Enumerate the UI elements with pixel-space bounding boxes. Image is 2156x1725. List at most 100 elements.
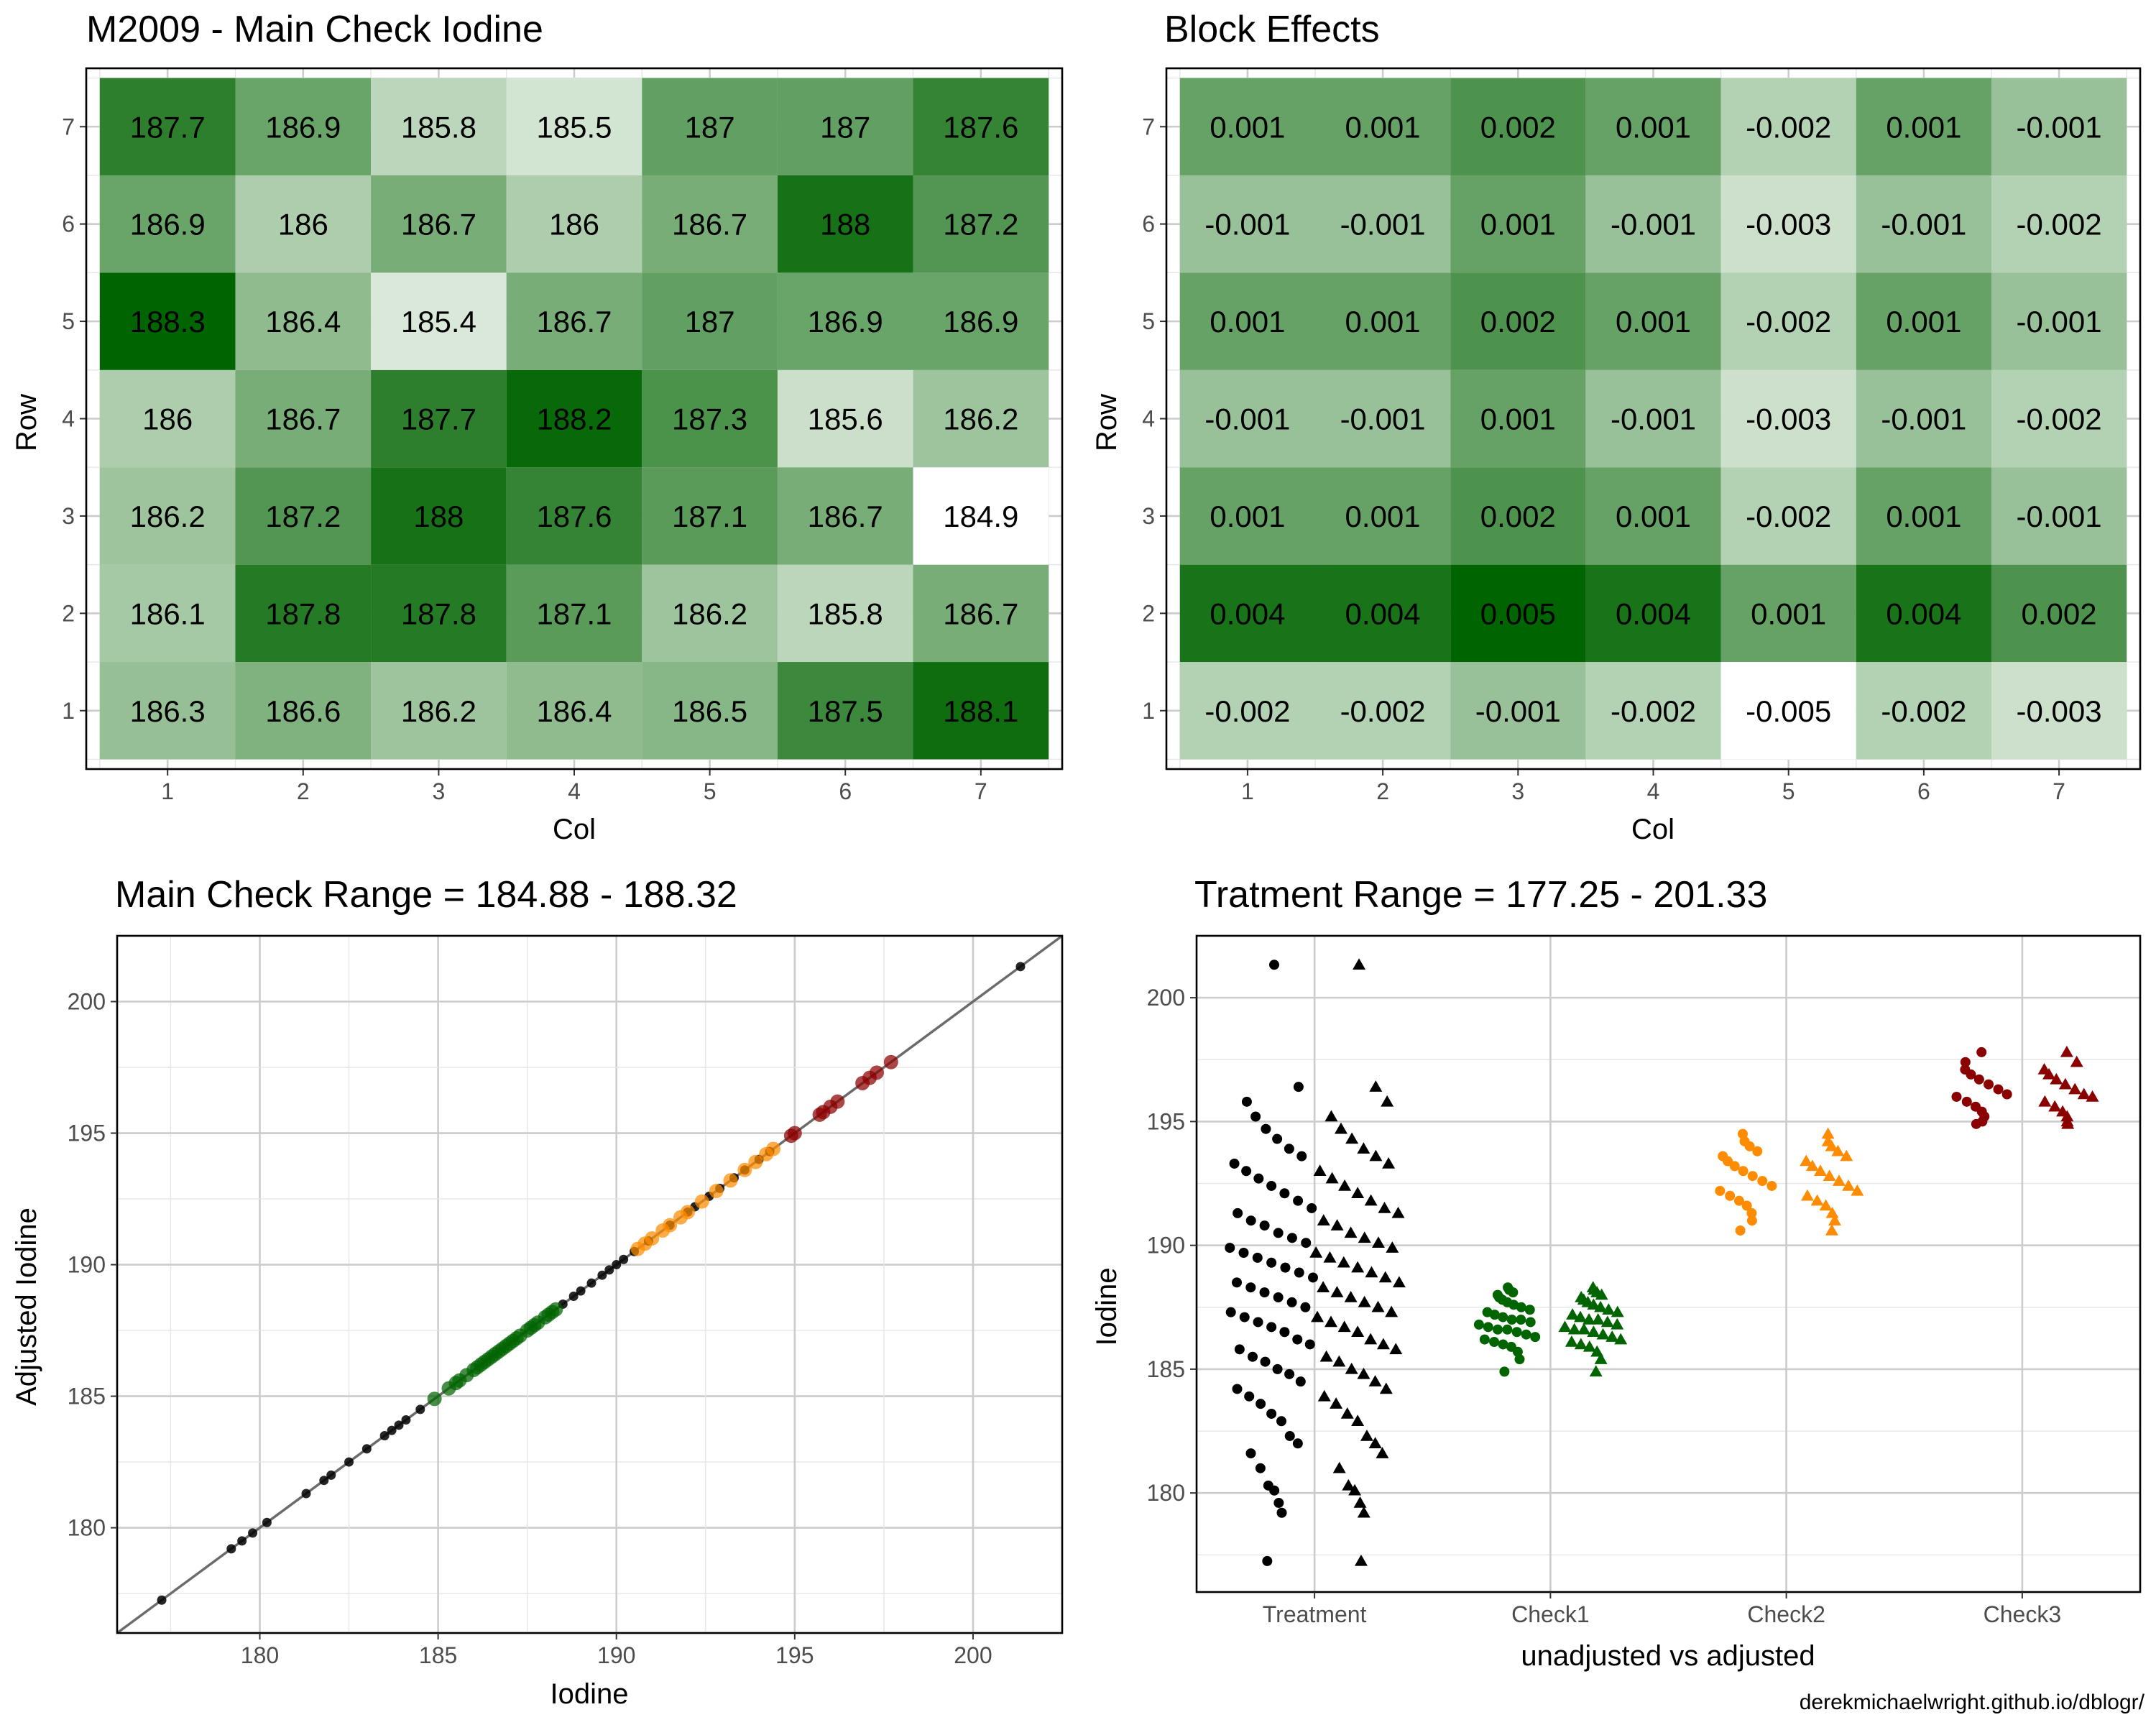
block-effects-tile-r7-c2 — [1315, 78, 1451, 175]
main-check-cell-label: 186.2 — [130, 500, 206, 533]
group-dots-point-adjusted — [1358, 1231, 1371, 1243]
main-check-cell-label: 186.1 — [130, 597, 206, 630]
group-dots-point-unadjusted — [1738, 1166, 1749, 1177]
heatmap-block-effects: -0.002 -0.002 -0.001 -0.002 -0.005 -0.002 -0.0… — [1142, 67, 2142, 804]
group-dots-point-adjusted — [1840, 1149, 1853, 1162]
group-dots-point-adjusted — [1344, 1291, 1358, 1302]
group-dots-point-adjusted — [1591, 1313, 1605, 1325]
group-dots-point-adjusted — [1600, 1315, 1614, 1328]
block-effects-tile-r3-c3 — [1450, 467, 1586, 565]
adjusted-scatter-point — [709, 1184, 724, 1199]
main-check-axis-ticks — [80, 126, 982, 776]
group-dots-point-unadjusted — [1293, 1195, 1304, 1206]
adjusted-scatter-point — [394, 1420, 404, 1430]
group-dots-point-adjusted — [1842, 1179, 1856, 1191]
adjusted-scatter-point — [401, 1415, 411, 1425]
group-dots-point-unadjusted — [1735, 1225, 1746, 1236]
block-effects-cell-label: 0.002 — [2022, 597, 2097, 630]
main-check-tile-r2-c7 — [913, 564, 1049, 663]
block-effects-tile-r2-c6 — [1856, 564, 1991, 663]
group-dots-point-unadjusted — [1247, 1351, 1258, 1362]
group-dots-point-adjusted — [1365, 1266, 1378, 1278]
block-effects-tile-r2-c7 — [1991, 564, 2127, 663]
group-dots-point-unadjusted — [1273, 1292, 1284, 1303]
main-check-cell-label: 186.9 — [130, 208, 206, 242]
main-check-cell-label: 187.6 — [943, 110, 1018, 144]
block-effects-tile-r7-c6 — [1856, 78, 1991, 175]
main-check-cell-label: 188 — [413, 500, 464, 533]
group-dots-point-unadjusted — [1245, 1282, 1256, 1293]
adjusted-scatter-point — [830, 1094, 845, 1109]
group-dots-point-unadjusted — [1286, 1233, 1297, 1243]
group-dots-point-adjusted — [1386, 1241, 1399, 1253]
block-effects-cell-label: -0.001 — [2017, 110, 2102, 144]
group-dots-point-adjusted — [1334, 1122, 1348, 1134]
adjusted-scatter-point — [237, 1536, 247, 1546]
block-effects-tile-r6-c2 — [1315, 175, 1451, 273]
main-check-y-tick-label: 1 — [62, 698, 75, 724]
main-check-x-tick-label: 6 — [839, 778, 852, 804]
group-dots-point-unadjusted — [1276, 1507, 1287, 1518]
group-dots-point-adjusted — [1800, 1189, 1814, 1201]
adjusted-scatter-axis-ticks — [111, 1000, 974, 1639]
block-effects-cell-label: -0.001 — [1340, 402, 1426, 436]
group-dots-point-adjusted — [1337, 1320, 1351, 1333]
block-effects-tile-r4-c2 — [1315, 369, 1451, 468]
group-dots-point-adjusted — [1565, 1335, 1578, 1347]
panel3-title: Main Check Range = 184.88 - 188.32 — [115, 874, 737, 916]
group-dots-point-unadjusted — [1492, 1289, 1503, 1300]
group-dots-point-adjusted — [1814, 1164, 1828, 1177]
main-check-tile-r1-c3 — [371, 662, 507, 760]
group-dots-point-unadjusted — [1300, 1302, 1311, 1312]
main-check-tile-r4-c5 — [642, 369, 778, 468]
heatmap-main-check: 186.3 186.6 186.2 186.4 186.5 187.5 188.1 186.1… — [62, 67, 1064, 804]
main-check-cell-label: 186.7 — [401, 208, 476, 242]
group-dots-point-adjusted — [1368, 1437, 1382, 1449]
group-dots-point-adjusted — [1369, 1149, 1383, 1162]
group-dots-point-adjusted — [1344, 1226, 1358, 1238]
main-check-cell-label: 187.7 — [130, 110, 206, 144]
main-check-cell-label: 186.2 — [401, 694, 476, 728]
group-dots-point-unadjusted — [1231, 1277, 1242, 1288]
main-check-tile-r3-c4 — [506, 467, 642, 565]
adjusted-scatter-y-tick-label: 180 — [68, 1515, 106, 1541]
group-dots-point-adjusted — [1392, 1276, 1406, 1288]
group-dots-point-unadjusted — [1280, 1262, 1291, 1273]
group-dots-point-unadjusted — [1503, 1282, 1514, 1293]
main-check-cell-label: 185.6 — [808, 402, 883, 436]
group-dots-point-adjusted — [1330, 1219, 1344, 1230]
adjusted-scatter-point — [597, 1270, 607, 1280]
block-effects-tile-r5-c4 — [1585, 272, 1721, 370]
block-effects-tile-r2-c1 — [1179, 564, 1316, 663]
group-dots-point-unadjusted — [1746, 1208, 1757, 1218]
main-check-cell-label: 187.1 — [672, 500, 747, 533]
group-dots-point-unadjusted — [1266, 1257, 1277, 1268]
group-dots-point-unadjusted — [1304, 1339, 1315, 1350]
main-check-cell-label: 187 — [685, 110, 735, 144]
group-dots-point-adjusted — [2038, 1095, 2052, 1107]
main-check-cell-label: 186.2 — [943, 402, 1018, 436]
group-dots-point-adjusted — [1319, 1350, 1333, 1362]
main-check-y-tick-label: 7 — [62, 114, 75, 139]
block-effects-x-tick-label: 3 — [1511, 778, 1524, 804]
main-check-tile-r7-c4 — [506, 78, 642, 175]
main-check-cell-label: 187.3 — [672, 402, 747, 436]
group-dots-point-adjusted — [1558, 1320, 1572, 1333]
block-effects-tile-r2-c2 — [1315, 564, 1451, 663]
block-effects-cell-label: -0.001 — [1204, 402, 1290, 436]
adjusted-scatter-point — [427, 1392, 442, 1407]
block-effects-tile-r6-c3 — [1450, 175, 1586, 273]
main-check-tile-r1-c5 — [642, 662, 778, 760]
block-effects-cell-label: -0.001 — [1204, 208, 1290, 242]
group-dots-point-unadjusted — [1225, 1243, 1235, 1254]
group-dots-axis-ticks — [1190, 997, 2023, 1598]
main-check-cell-label: 186.2 — [672, 597, 747, 630]
main-check-cell-label: 186.9 — [943, 305, 1018, 339]
block-effects-cell-label: 0.001 — [1210, 110, 1285, 144]
group-dots-point-unadjusted — [1253, 1317, 1263, 1328]
adjusted-scatter-point — [612, 1260, 622, 1270]
block-effects-cell-label: 0.001 — [1345, 305, 1421, 339]
adjusted-scatter-point — [787, 1126, 802, 1141]
group-dots-point-adjusted — [1589, 1365, 1603, 1377]
